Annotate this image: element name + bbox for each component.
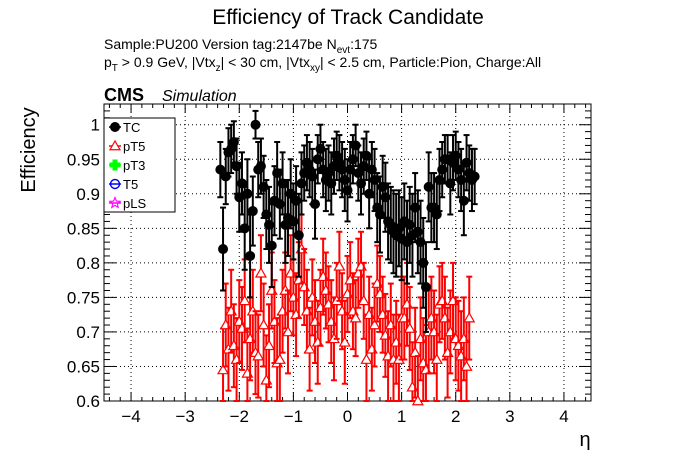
tc-point [469, 171, 480, 182]
y-tick-label: 0.75 [67, 288, 100, 307]
pt5-point [463, 311, 476, 323]
pt5-point [273, 353, 286, 364]
tc-point [293, 230, 304, 241]
x-tick-label: 2 [451, 407, 460, 426]
tc-point [218, 244, 229, 255]
tc-point [245, 250, 256, 261]
x-axis-title: η [579, 429, 590, 451]
legend: TC pT5 pT3 T5 pLS [103, 117, 176, 213]
cms-label: CMS [104, 85, 144, 105]
pt5-point [217, 363, 230, 375]
y-tick-label: 0.85 [67, 219, 100, 238]
sample-info-prefix: Sample:PU200 Version tag:2147be N [104, 36, 337, 52]
y-tick-label: 0.65 [67, 357, 100, 376]
legend-label: T5 [123, 177, 138, 192]
tc-point [420, 282, 431, 293]
x-tick-label: 3 [505, 407, 514, 426]
tc-point [431, 209, 442, 220]
sample-info-line: Sample:PU200 Version tag:2147be Nevt:175 [104, 36, 378, 56]
data-layer [215, 109, 480, 406]
y-axis-title: Efficiency [18, 107, 40, 192]
pt5-point [303, 342, 316, 354]
legend-marker [110, 122, 120, 132]
legend-marker [108, 195, 122, 209]
legend-marker-v [112, 159, 118, 171]
chart-title: Efficiency of Track Candidate [212, 6, 484, 29]
tc-point [310, 199, 321, 210]
legend-label: pT5 [123, 139, 145, 154]
x-tick-label: −4 [121, 407, 140, 426]
legend-label: pT3 [123, 158, 145, 173]
cut-pt: p [104, 54, 112, 70]
x-tick-label: 0 [343, 407, 352, 426]
pt5-point [263, 339, 276, 351]
pt5-point [333, 260, 346, 271]
legend-label: TC [123, 120, 140, 135]
tc-point [250, 119, 261, 130]
pt5-point [368, 318, 381, 330]
x-tick-label: −1 [284, 407, 303, 426]
tc-point [266, 240, 277, 251]
series-pt5 [217, 213, 476, 406]
pt5-point [460, 360, 473, 371]
series-tc [215, 109, 480, 333]
cut-vtxxy: | < 30 cm, |Vtx [221, 54, 310, 70]
pt5-point [349, 311, 362, 323]
x-tick-label: 4 [559, 407, 568, 426]
x-tick-label: −3 [175, 407, 194, 426]
cut-particle: | < 2.5 cm, Particle:Pion, Charge:All [320, 54, 541, 70]
selection-cuts-line: pT > 0.9 GeV, |Vtxz| < 30 cm, |Vtxxy| < … [104, 54, 541, 74]
x-tick-label: 1 [397, 407, 406, 426]
legend-entry-pt3: pT3 [109, 158, 145, 173]
y-tick-label: 1 [91, 116, 100, 135]
x-tick-label: −2 [230, 407, 249, 426]
sample-info-sub: evt [337, 45, 351, 56]
sample-info-suffix: :175 [350, 36, 377, 52]
tc-point [242, 188, 253, 199]
simulation-label: Simulation [162, 88, 237, 105]
y-tick-label: 0.95 [67, 150, 100, 169]
cut-vtxz: > 0.9 GeV, |Vtx [118, 54, 216, 70]
pt5-point [403, 322, 416, 333]
legend-marker [109, 178, 121, 190]
legend-entry-t5: T5 [109, 177, 138, 192]
y-tick-label: 0.8 [76, 254, 100, 273]
pt5-point [360, 353, 373, 364]
pt5-point [257, 318, 270, 330]
cut-vtxxy-sub: xy [310, 63, 320, 74]
cut-pt-sub: T [112, 63, 118, 74]
legend-entry-pt5: pT5 [108, 139, 145, 154]
pt5-point [252, 349, 265, 361]
cut-vtxz-sub: z [216, 63, 221, 74]
legend-marker [109, 159, 121, 171]
y-tick-label: 0.9 [76, 185, 100, 204]
pt5-point [254, 267, 267, 278]
pt5-point [238, 294, 251, 306]
tc-point [247, 206, 258, 217]
legend-label: pLS [123, 196, 146, 211]
legend-entry-pls: pLS [108, 195, 146, 211]
legend-entry-tc: TC [109, 120, 140, 135]
pt5-point [281, 325, 295, 337]
pt5-point [338, 336, 351, 347]
y-tick-label: 0.6 [76, 392, 100, 411]
pt5-point [357, 294, 370, 306]
legend-marker [108, 139, 122, 151]
pt5-point [430, 353, 443, 364]
y-tick-label: 0.7 [76, 323, 100, 342]
axis-ticks: −4 −3 −2 −1 0 1 2 3 4 0.6 0.65 0.7 0.75 0.8 0.85 0.9 0.9… [67, 104, 591, 426]
